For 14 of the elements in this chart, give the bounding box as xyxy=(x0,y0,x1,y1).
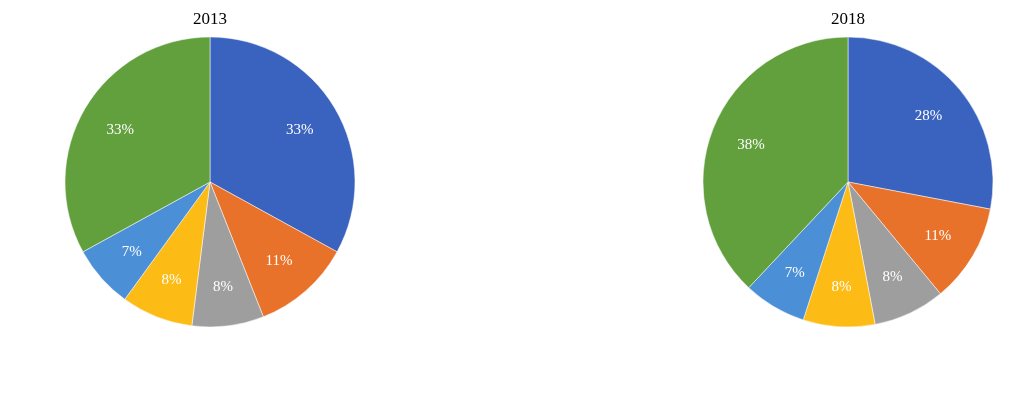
data-label: 11% xyxy=(924,227,952,244)
data-label: 7% xyxy=(784,263,805,280)
data-label: 7% xyxy=(121,243,142,260)
data-label: 8% xyxy=(161,271,182,288)
data-label: 8% xyxy=(831,278,852,295)
data-label: 38% xyxy=(737,135,765,152)
data-label: 11% xyxy=(265,252,293,269)
chart-title: 2013 xyxy=(193,9,227,28)
data-label: 33% xyxy=(286,120,314,137)
data-label: 28% xyxy=(914,107,943,124)
chart-title: 2018 xyxy=(831,9,865,28)
data-label: 8% xyxy=(882,268,903,285)
data-label: 8% xyxy=(213,277,234,294)
data-label: 33% xyxy=(106,120,134,137)
